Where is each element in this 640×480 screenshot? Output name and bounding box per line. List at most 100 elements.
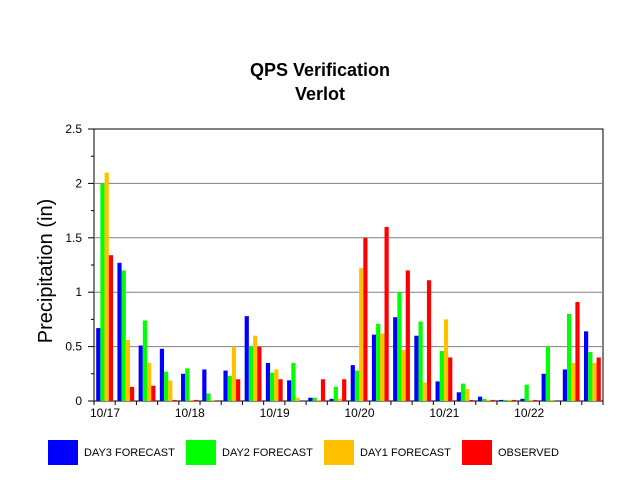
y-tick-label: 0.5 — [65, 340, 82, 354]
y-tick-label: 0 — [75, 394, 82, 408]
bar — [104, 172, 109, 401]
bar — [333, 386, 338, 401]
bar — [181, 373, 186, 401]
x-tick-label: 10/20 — [344, 406, 374, 420]
bar — [159, 348, 165, 401]
bar — [172, 399, 177, 401]
bar — [96, 328, 101, 401]
bar — [189, 399, 194, 401]
bar — [435, 381, 440, 401]
bar — [405, 270, 410, 401]
bar — [596, 357, 601, 401]
bar — [291, 362, 296, 401]
bar — [227, 375, 232, 401]
bar — [295, 397, 300, 401]
bar — [469, 399, 474, 401]
bar — [312, 397, 317, 401]
bar — [236, 379, 241, 401]
bar — [329, 398, 334, 401]
legend-label: DAY3 FORECAST — [84, 447, 175, 459]
bar — [316, 399, 321, 401]
bar — [397, 292, 402, 401]
bar — [248, 346, 254, 401]
bar — [490, 399, 495, 401]
bar — [465, 389, 470, 401]
bar — [524, 384, 529, 401]
bar — [482, 398, 487, 401]
bar — [342, 379, 347, 401]
bar — [274, 369, 279, 401]
legend-label: DAY2 FORECAST — [222, 447, 313, 459]
bar — [359, 268, 364, 401]
bar — [443, 319, 449, 401]
bar — [210, 399, 215, 401]
chart-subtitle: Verlot — [294, 84, 346, 104]
x-tick-label: 10/19 — [260, 406, 290, 420]
bar — [117, 262, 122, 401]
y-tick-label: 1.5 — [65, 231, 82, 245]
x-tick-label: 10/17 — [90, 406, 120, 420]
bar — [393, 317, 398, 401]
bar — [231, 346, 237, 401]
bar — [244, 316, 249, 401]
bar — [257, 346, 262, 401]
bar — [384, 226, 389, 401]
bar — [320, 379, 326, 401]
chart-title: QPS Verification — [249, 60, 391, 80]
bar — [265, 362, 271, 401]
bar — [380, 333, 385, 401]
bar — [130, 386, 135, 401]
bar — [499, 399, 504, 401]
bar — [439, 350, 444, 401]
bar — [426, 280, 432, 401]
bar — [575, 301, 580, 401]
legend-swatch — [462, 440, 492, 465]
bar — [121, 270, 126, 401]
plot-frame — [93, 128, 604, 402]
bar — [151, 385, 156, 401]
bar — [350, 365, 355, 401]
bar — [549, 399, 555, 401]
x-tick-label: 10/21 — [429, 406, 459, 420]
bar — [147, 362, 152, 401]
bar — [511, 399, 516, 401]
bar — [584, 331, 589, 401]
bar — [422, 382, 427, 401]
bar — [223, 370, 228, 401]
bar — [164, 371, 169, 401]
bar — [193, 399, 198, 401]
bar — [588, 352, 593, 401]
bar — [142, 320, 148, 401]
bar — [278, 379, 283, 401]
bar — [592, 362, 597, 401]
bar — [206, 393, 211, 401]
bar — [125, 340, 131, 401]
bar — [486, 399, 491, 401]
legend-swatch — [186, 440, 216, 465]
legend-label: DAY1 FORECAST — [360, 447, 451, 459]
bar — [528, 399, 533, 401]
bar — [108, 255, 113, 401]
y-tick-label: 2 — [75, 176, 82, 190]
bar — [363, 237, 368, 401]
x-tick-label: 10/22 — [514, 406, 544, 420]
bar — [520, 398, 525, 401]
bar — [354, 370, 360, 401]
bar — [168, 380, 173, 401]
bar — [270, 372, 275, 401]
legend: DAY3 FORECAST DAY2 FORECAST DAY1 FORECAST O… — [0, 440, 640, 468]
plot-area: 0 0.5 1 1.5 2 2.5 10/17 10/18 10/19 10/20 10/21 10/… — [35, 122, 604, 420]
x-tick-label: 10/18 — [175, 406, 205, 420]
bar — [401, 349, 406, 401]
bar — [138, 345, 143, 401]
bar — [456, 392, 461, 401]
legend-label: OBSERVED — [498, 447, 559, 459]
bar — [185, 368, 190, 401]
bar — [562, 369, 567, 401]
bar — [376, 323, 381, 401]
bar — [566, 313, 572, 401]
bar — [202, 369, 207, 401]
bar — [448, 357, 453, 401]
legend-swatch — [48, 440, 78, 465]
bar — [418, 321, 423, 401]
